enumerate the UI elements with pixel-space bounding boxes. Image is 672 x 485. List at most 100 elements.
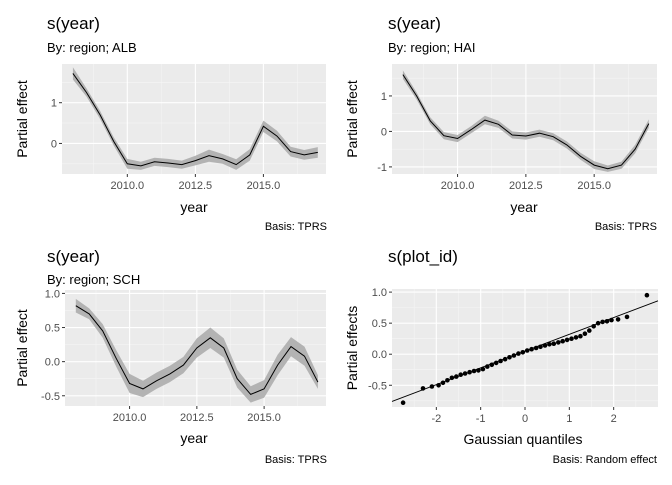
data-point: [507, 355, 512, 360]
data-point: [462, 371, 468, 376]
panel-title: s(plot_id): [388, 247, 458, 266]
data-point: [436, 383, 441, 388]
panel-subtitle: By: region; HAI: [388, 40, 475, 55]
panel-sch: s(year) By: region; SCH 2010.0 2012.5 2015…: [14, 247, 327, 466]
x-tick-label: -2: [431, 413, 441, 425]
y-tick-label: 0.0: [45, 357, 60, 369]
data-point: [644, 292, 650, 298]
y-tick-label: 0: [51, 138, 57, 150]
data-point: [454, 374, 459, 379]
axes: 2010.0 2012.5 2015.0 -0.5 0.0 0.5 1.0: [41, 288, 281, 424]
data-point: [573, 335, 579, 340]
panel-alb: s(year) By: region; ALB 2010.0 2012.5 2015…: [14, 14, 327, 233]
y-axis-title: Partial effects: [344, 306, 360, 391]
caption: Basis: TPRS: [265, 221, 327, 233]
data-point: [516, 351, 521, 356]
x-tick-label: 2015.0: [247, 412, 281, 424]
panel-subtitle: By: region; SCH: [47, 272, 140, 287]
plot-background: [392, 64, 657, 174]
data-point: [595, 320, 601, 326]
data-point: [511, 353, 517, 358]
panel-title: s(year): [388, 14, 441, 33]
data-point: [604, 319, 610, 324]
data-point: [498, 358, 503, 364]
x-axis-title: Gaussian quantiles: [463, 431, 582, 447]
axes: 2010.0 2012.5 2015.0 0 1: [51, 98, 280, 192]
data-point: [449, 375, 455, 381]
chart-marks: [402, 70, 650, 172]
chart-marks: [391, 292, 659, 406]
data-point: [578, 333, 583, 339]
x-tick-label: 0: [522, 413, 528, 425]
x-axis-title: year: [180, 430, 208, 446]
y-axis-title: Partial effect: [14, 309, 30, 387]
chart-marks: [72, 67, 318, 170]
data-point: [600, 319, 605, 325]
y-tick-label: 1: [381, 91, 387, 103]
x-tick-label: -1: [476, 413, 486, 425]
smooth-effect-line: [72, 73, 318, 167]
data-point: [538, 344, 543, 350]
data-point: [569, 336, 574, 342]
data-point: [502, 356, 508, 362]
y-axis-title: Partial effect: [344, 80, 360, 158]
data-point: [471, 368, 477, 374]
panel-title: s(year): [47, 14, 100, 33]
data-point: [400, 400, 406, 406]
y-tick-label: -0.5: [41, 391, 60, 403]
x-tick-label: 2010.0: [110, 180, 144, 192]
data-point: [493, 360, 499, 366]
smooth-effect-line: [402, 74, 650, 170]
confidence-ribbon: [75, 298, 318, 403]
x-tick-label: 2015.0: [247, 180, 281, 192]
data-point: [533, 345, 539, 351]
y-tick-label: 1.0: [45, 288, 60, 300]
data-point: [556, 340, 561, 345]
data-point: [624, 314, 630, 320]
x-tick-label: 2012.5: [509, 180, 543, 192]
panel-hai: s(year) By: region; HAI 2010.0 2012.5 2015…: [344, 14, 657, 233]
data-point: [467, 369, 472, 375]
data-point: [564, 337, 570, 343]
data-point: [420, 386, 426, 391]
x-tick-label: 2010.0: [113, 412, 147, 424]
x-tick-label: 2012.5: [180, 412, 214, 424]
x-tick-label: 1: [566, 413, 572, 425]
x-tick-label: 2010.0: [441, 180, 475, 192]
y-tick-label: 1.0: [372, 287, 387, 299]
y-tick-label: 0.5: [45, 323, 60, 335]
data-point: [591, 324, 596, 329]
y-tick-label: -1: [377, 162, 387, 174]
confidence-ribbon: [72, 67, 318, 170]
data-point: [485, 364, 490, 369]
data-point: [609, 317, 614, 323]
data-point: [429, 384, 435, 389]
panel-title: s(year): [47, 247, 100, 266]
data-point: [529, 346, 534, 352]
axes: 2010.0 2012.5 2015.0 -1 0 1: [377, 91, 611, 192]
panel-subtitle: By: region; ALB: [47, 40, 137, 55]
x-tick-label: 2012.5: [179, 180, 213, 192]
x-axis-title: year: [510, 199, 538, 215]
data-point: [520, 350, 526, 355]
y-tick-label: 0.5: [372, 318, 387, 330]
x-tick-label: 2015.0: [577, 180, 611, 192]
y-tick-label: 0.0: [372, 349, 387, 361]
data-point: [440, 380, 446, 386]
data-point: [524, 348, 530, 353]
data-point: [587, 328, 592, 333]
y-axis-title: Partial effect: [14, 80, 30, 158]
y-tick-label: 1: [51, 98, 57, 110]
smooth-effect-line: [75, 305, 319, 395]
x-tick-label: 2: [611, 413, 617, 425]
y-tick-label: -0.5: [368, 380, 387, 392]
data-point: [480, 366, 486, 372]
data-point: [489, 362, 495, 368]
x-axis-title: year: [180, 199, 208, 215]
data-point: [445, 378, 450, 383]
caption: Basis: TPRS: [265, 454, 327, 466]
caption: Basis: TPRS: [595, 221, 657, 233]
caption: Basis: Random effect: [553, 454, 657, 466]
data-point: [615, 317, 621, 322]
